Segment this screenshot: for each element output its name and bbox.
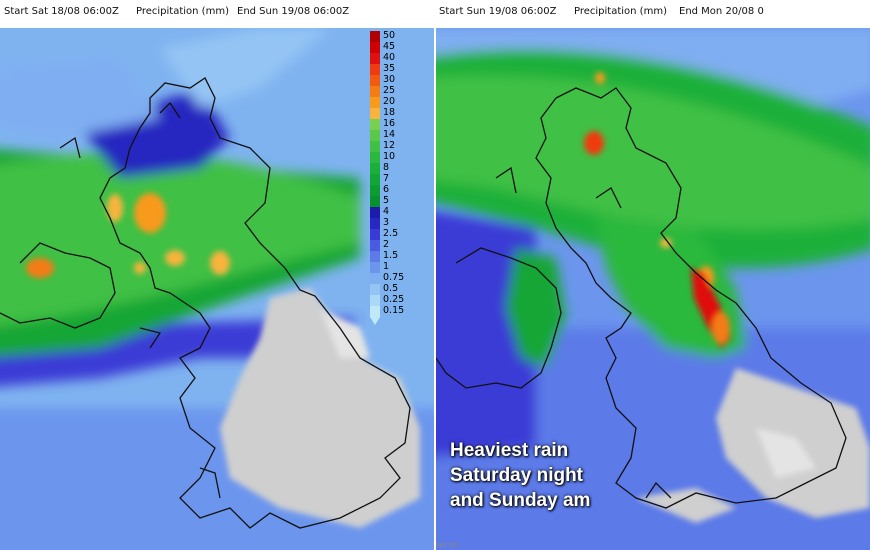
- legend-item-1: 1: [370, 261, 434, 273]
- legend-item-25: 25: [370, 85, 434, 97]
- legend-item-6: 6: [370, 184, 434, 196]
- right-start-time: Start Sun 19/08 06:00Z: [439, 6, 557, 17]
- right-variable-label: Precipitation (mm): [574, 6, 667, 17]
- legend-item-45: 45: [370, 41, 434, 53]
- legend-item-5: 5: [370, 195, 434, 207]
- left-variable-label: Precipitation (mm): [136, 6, 229, 17]
- legend-item-30: 30: [370, 74, 434, 86]
- left-start-time: Start Sat 18/08 06:00Z: [4, 6, 119, 17]
- legend-item-18: 18: [370, 107, 434, 119]
- legend-item-35: 35: [370, 63, 434, 75]
- legend-item-2-5: 2.5: [370, 228, 434, 240]
- left-map-panel: Start Sat 18/08 06:00Z Precipitation (mm…: [0, 0, 434, 550]
- annotation-text: Heaviest rain Saturday night and Sunday …: [450, 438, 680, 513]
- left-precip-map: [0, 28, 434, 550]
- right-precip-map: [436, 28, 870, 550]
- legend-item-40: 40: [370, 52, 434, 64]
- legend-item-1-5: 1.5: [370, 250, 434, 262]
- legend-item-7: 7: [370, 173, 434, 185]
- right-map-panel: Start Sun 19/08 06:00Z Precipitation (mm…: [436, 0, 870, 550]
- right-panel-header: Start Sun 19/08 06:00Z Precipitation (mm…: [436, 0, 870, 28]
- credit-text: Met MD: [436, 542, 459, 549]
- left-panel-header: Start Sat 18/08 06:00Z Precipitation (mm…: [0, 0, 434, 28]
- legend-item-50: 50: [370, 30, 434, 42]
- legend-item-0-15: 0.15: [370, 305, 434, 317]
- legend-arrow-icon: [370, 317, 380, 325]
- legend-item-0-5: 0.5: [370, 283, 434, 295]
- legend-item-0-75: 0.75: [370, 272, 434, 284]
- legend-item-16: 16: [370, 118, 434, 130]
- legend-item-2: 2: [370, 239, 434, 251]
- legend-item-14: 14: [370, 129, 434, 141]
- left-end-time: End Sun 19/08 06:00Z: [237, 6, 350, 17]
- legend-item-0-25: 0.25: [370, 294, 434, 306]
- legend-item-8: 8: [370, 162, 434, 174]
- legend-item-10: 10: [370, 151, 434, 163]
- annotation-line-3: and Sunday am: [450, 490, 591, 511]
- legend-item-3: 3: [370, 217, 434, 229]
- legend-item-4: 4: [370, 206, 434, 218]
- legend-item-20: 20: [370, 96, 434, 108]
- right-end-time: End Mon 20/08 0: [679, 6, 764, 17]
- annotation-line-2: Saturday night: [450, 465, 584, 486]
- annotation-line-1: Heaviest rain: [450, 440, 569, 461]
- legend-item-12: 12: [370, 140, 434, 152]
